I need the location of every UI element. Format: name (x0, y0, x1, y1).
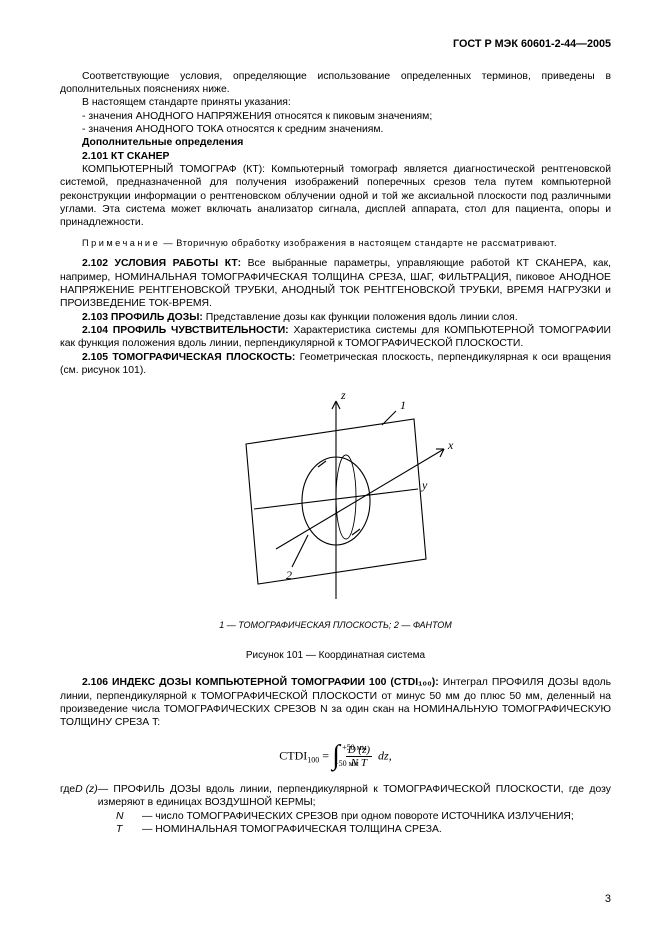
section-2-102: 2.102 УСЛОВИЯ РАБОТЫ КТ: Все выбранные п… (60, 257, 611, 310)
where-D-line: где D (z) — ПРОФИЛЬ ДОЗЫ вдоль линии, пе… (60, 783, 611, 810)
section-2-106-head: 2.106 ИНДЕКС ДОЗЫ КОМПЬЮТЕРНОЙ ТОМОГРАФИ… (82, 677, 439, 688)
bullet-1: - значения АНОДНОГО НАПРЯЖЕНИЯ относятся… (60, 110, 611, 123)
figure-axis-x: x (447, 438, 454, 452)
standard-id-header: ГОСТ Р МЭК 60601-2-44—2005 (60, 38, 611, 52)
figure-axis-z: z (340, 389, 346, 402)
section-2-103: 2.103 ПРОФИЛЬ ДОЗЫ: Представление дозы к… (60, 311, 611, 324)
section-2-103-body: Представление дозы как функции положения… (203, 312, 518, 323)
where-T-symbol: T (60, 823, 142, 836)
additional-definitions-title: Дополнительные определения (60, 136, 611, 149)
figure-label-2: 2 (286, 568, 292, 582)
section-2-105: 2.105 ТОМОГРАФИЧЕСКАЯ ПЛОСКОСТЬ: Геометр… (60, 351, 611, 378)
formula-lhs-sub: 100 (307, 755, 319, 764)
figure-axis-y: y (421, 478, 428, 492)
section-2-101-head: 2.101 КТ СКАНЕР (60, 150, 611, 163)
where-T-line: T — НОМИНАЛЬНАЯ ТОМОГРАФИЧЕСКАЯ ТОЛЩИНА … (60, 823, 611, 836)
adopted-line: В настоящем стандарте приняты указания: (60, 96, 611, 109)
section-2-103-head: 2.103 ПРОФИЛЬ ДОЗЫ: (82, 312, 203, 323)
page: ГОСТ Р МЭК 60601-2-44—2005 Соответствующ… (0, 0, 661, 936)
where-N-text: — число ТОМОГРАФИЧЕСКИХ СРЕЗОВ при одном… (142, 810, 611, 823)
section-2-102-head: 2.102 УСЛОВИЯ РАБОТЫ КТ: (82, 258, 241, 269)
note-line: Примечание — Вторичную обработку изображ… (60, 238, 611, 250)
where-lead: где (60, 783, 75, 810)
where-D-symbol: D (z) (75, 783, 98, 810)
section-2-105-head: 2.105 ТОМОГРАФИЧЕСКАЯ ПЛОСКОСТЬ: (82, 352, 295, 363)
where-N-symbol: N (60, 810, 142, 823)
formula-lhs: CTDI (279, 748, 307, 762)
figure-101-key: 1 — ТОМОГРАФИЧЕСКАЯ ПЛОСКОСТЬ; 2 — ФАНТО… (60, 620, 611, 632)
section-2-104-head: 2.104 ПРОФИЛЬ ЧУВСТВИТЕЛЬНОСТИ: (82, 325, 289, 336)
where-D-text: — ПРОФИЛЬ ДОЗЫ вдоль линии, перпендикуля… (98, 783, 611, 810)
section-2-106: 2.106 ИНДЕКС ДОЗЫ КОМПЬЮТЕРНОЙ ТОМОГРАФИ… (60, 676, 611, 729)
where-N-line: N — число ТОМОГРАФИЧЕСКИХ СРЕЗОВ при одн… (60, 810, 611, 823)
figure-101: 1 2 z x y 1 — ТОМОГРАФИЧЕСКАЯ ПЛОСКОСТЬ;… (60, 389, 611, 662)
figure-101-caption: Рисунок 101 — Координатная система (60, 650, 611, 663)
figure-label-1: 1 (400, 398, 406, 412)
note-label: Примечание (82, 238, 160, 248)
section-2-104: 2.104 ПРОФИЛЬ ЧУВСТВИТЕЛЬНОСТИ: Характер… (60, 324, 611, 351)
where-T-text: — НОМИНАЛЬНАЯ ТОМОГРАФИЧЕСКАЯ ТОЛЩИНА СР… (142, 823, 611, 836)
page-number: 3 (605, 892, 611, 906)
section-2-101-body: КОМПЬЮТЕРНЫЙ ТОМОГРАФ (КТ): Компьютерный… (60, 163, 611, 230)
formula-differential: dz, (378, 748, 392, 762)
figure-101-svg: 1 2 z x y (196, 389, 476, 614)
ctdi-formula: CTDI100 = ∫ +50 мм −50 мм D (z) N T dz, (60, 744, 611, 769)
intro-paragraph: Соответствующие условия, определяющие ис… (60, 70, 611, 97)
bullet-2: - значения АНОДНОГО ТОКА относятся к сре… (60, 123, 611, 136)
note-text: — Вторичную обработку изображения в наст… (160, 238, 557, 248)
